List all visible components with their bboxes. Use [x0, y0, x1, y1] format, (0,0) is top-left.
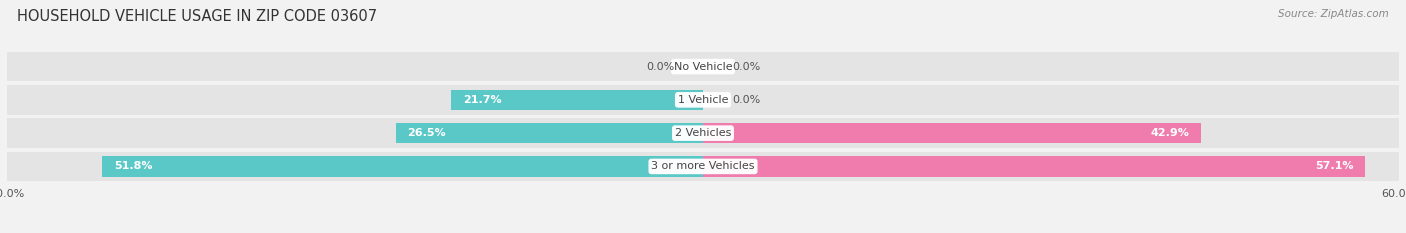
Text: HOUSEHOLD VEHICLE USAGE IN ZIP CODE 03607: HOUSEHOLD VEHICLE USAGE IN ZIP CODE 0360… [17, 9, 377, 24]
Text: 1 Vehicle: 1 Vehicle [678, 95, 728, 105]
Bar [395, 123, 703, 144]
Bar [703, 123, 1201, 144]
Bar [7, 52, 1399, 81]
Bar [451, 89, 703, 110]
Text: 42.9%: 42.9% [1150, 128, 1189, 138]
Bar [7, 85, 1399, 114]
Text: 2 Vehicles: 2 Vehicles [675, 128, 731, 138]
Text: 57.1%: 57.1% [1315, 161, 1354, 171]
Text: 0.0%: 0.0% [733, 95, 761, 105]
Text: 3 or more Vehicles: 3 or more Vehicles [651, 161, 755, 171]
Text: 26.5%: 26.5% [408, 128, 446, 138]
Text: Source: ZipAtlas.com: Source: ZipAtlas.com [1278, 9, 1389, 19]
Bar [103, 156, 703, 177]
Text: No Vehicle: No Vehicle [673, 62, 733, 72]
Bar [703, 156, 1365, 177]
Text: 51.8%: 51.8% [114, 161, 152, 171]
Bar [7, 152, 1399, 181]
Bar [7, 119, 1399, 148]
Text: 0.0%: 0.0% [645, 62, 673, 72]
Text: 0.0%: 0.0% [733, 62, 761, 72]
Text: 21.7%: 21.7% [463, 95, 502, 105]
